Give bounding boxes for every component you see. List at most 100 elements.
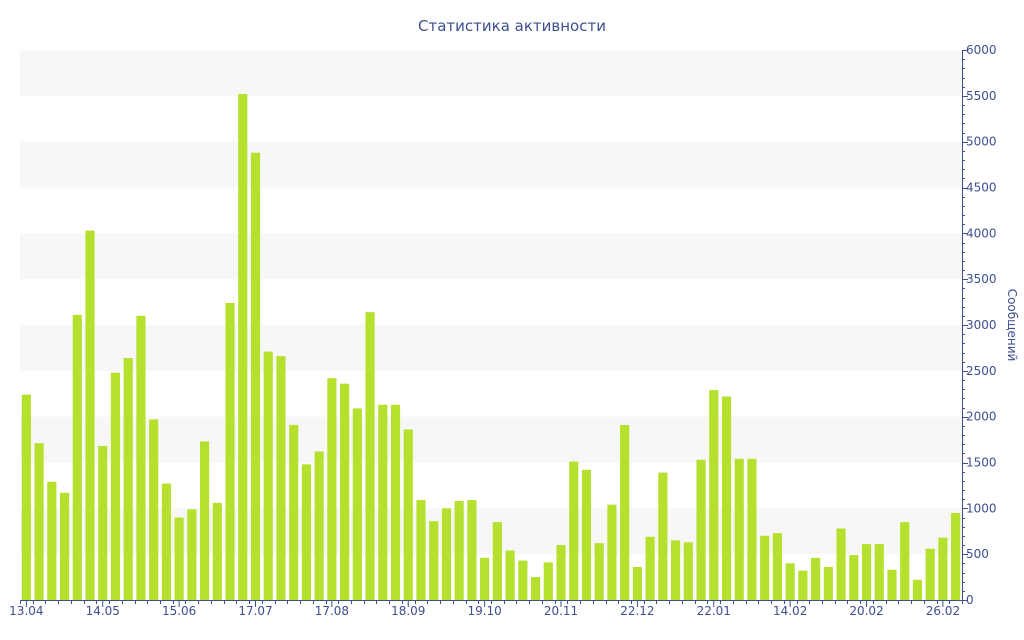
bar[interactable] (416, 500, 426, 600)
bar[interactable] (136, 315, 146, 600)
bar[interactable] (263, 351, 273, 600)
bar[interactable] (823, 567, 833, 600)
bar[interactable] (225, 303, 235, 600)
bar[interactable] (530, 577, 541, 600)
bar[interactable] (454, 501, 464, 600)
bar[interactable] (327, 378, 337, 600)
bar[interactable] (199, 441, 210, 600)
bar[interactable] (21, 394, 31, 600)
bar[interactable] (925, 548, 935, 600)
y-tick-label: 500 (966, 547, 989, 561)
bar[interactable] (569, 461, 579, 600)
bar[interactable] (874, 544, 884, 600)
x-tick-label: 19.10 (467, 604, 501, 618)
bar[interactable] (505, 550, 515, 601)
y-tick-label: 5500 (966, 89, 997, 103)
bar[interactable] (123, 358, 133, 600)
x-tick-label: 17.07 (238, 604, 272, 618)
bar[interactable] (429, 521, 439, 600)
bar[interactable] (110, 372, 121, 600)
bar[interactable] (85, 230, 95, 601)
x-tick-label: 14.05 (86, 604, 120, 618)
bar[interactable] (250, 152, 261, 600)
bar[interactable] (772, 533, 783, 600)
y-tick-label: 1000 (966, 501, 997, 515)
bar[interactable] (238, 94, 248, 600)
bar[interactable] (645, 536, 655, 600)
bar[interactable] (607, 504, 617, 600)
bar[interactable] (951, 512, 961, 600)
bar[interactable] (721, 396, 732, 601)
bar[interactable] (47, 481, 57, 600)
bar[interactable] (785, 563, 795, 600)
bar[interactable] (403, 429, 413, 601)
x-tick-label: 15.06 (162, 604, 196, 618)
bar[interactable] (683, 542, 693, 600)
bar[interactable] (352, 408, 362, 600)
bar[interactable] (59, 492, 70, 600)
chart-title: Статистика активности (418, 17, 606, 35)
bar[interactable] (709, 390, 719, 600)
x-tick-label: 18.09 (391, 604, 425, 618)
bar[interactable] (620, 424, 630, 600)
bar[interactable] (849, 555, 859, 600)
bar[interactable] (734, 458, 744, 600)
bar[interactable] (887, 569, 897, 600)
bar[interactable] (632, 567, 642, 600)
bar[interactable] (340, 383, 350, 600)
bar[interactable] (467, 500, 477, 600)
bar[interactable] (34, 443, 44, 600)
bar[interactable] (938, 537, 948, 600)
x-tick-label: 22.01 (697, 604, 731, 618)
y-tick-label: 1500 (966, 456, 997, 470)
bar-series (21, 94, 961, 601)
grid-bands (20, 50, 962, 555)
bar[interactable] (441, 508, 452, 600)
bar[interactable] (149, 419, 159, 600)
bar[interactable] (594, 543, 604, 600)
y-axis-label: Сообщений (1005, 289, 1019, 362)
bar[interactable] (861, 544, 872, 600)
y-tick-label: 5000 (966, 135, 997, 149)
bar[interactable] (98, 446, 108, 600)
axes: 0 500 1000 1500 2000 2500 3000 3500 4000 4500 5000… (9, 43, 996, 618)
bar[interactable] (900, 522, 910, 600)
bar[interactable] (276, 356, 286, 600)
y-tick-label: 4500 (966, 181, 997, 195)
bar[interactable] (174, 517, 184, 601)
bar[interactable] (747, 458, 757, 600)
bar[interactable] (187, 509, 197, 600)
bar[interactable] (581, 469, 592, 600)
bar[interactable] (378, 404, 388, 600)
bar[interactable] (696, 459, 706, 600)
bar[interactable] (161, 483, 171, 600)
bar[interactable] (811, 557, 821, 600)
bar[interactable] (556, 545, 566, 600)
bar[interactable] (760, 535, 770, 600)
bar[interactable] (670, 540, 681, 600)
y-tick-label: 6000 (966, 43, 997, 57)
bar[interactable] (72, 314, 82, 600)
bar[interactable] (543, 562, 553, 600)
bar[interactable] (365, 312, 375, 600)
y-tick-label: 4000 (966, 226, 997, 240)
bar[interactable] (492, 522, 502, 600)
bar[interactable] (390, 404, 401, 600)
x-tick-label: 22.12 (620, 604, 654, 618)
bar[interactable] (289, 424, 299, 600)
bar[interactable] (836, 528, 846, 601)
y-tick-label: 0 (966, 593, 974, 607)
bar[interactable] (518, 560, 528, 600)
x-tick-label: 26.02 (926, 604, 960, 618)
bar[interactable] (798, 570, 808, 600)
bar[interactable] (212, 502, 222, 600)
x-tick-label: 14.02 (773, 604, 807, 618)
bar[interactable] (314, 451, 324, 601)
bar[interactable] (658, 472, 668, 600)
grid-band (20, 233, 962, 280)
bar[interactable] (301, 464, 312, 600)
bar[interactable] (480, 557, 490, 600)
bar[interactable] (912, 579, 923, 600)
